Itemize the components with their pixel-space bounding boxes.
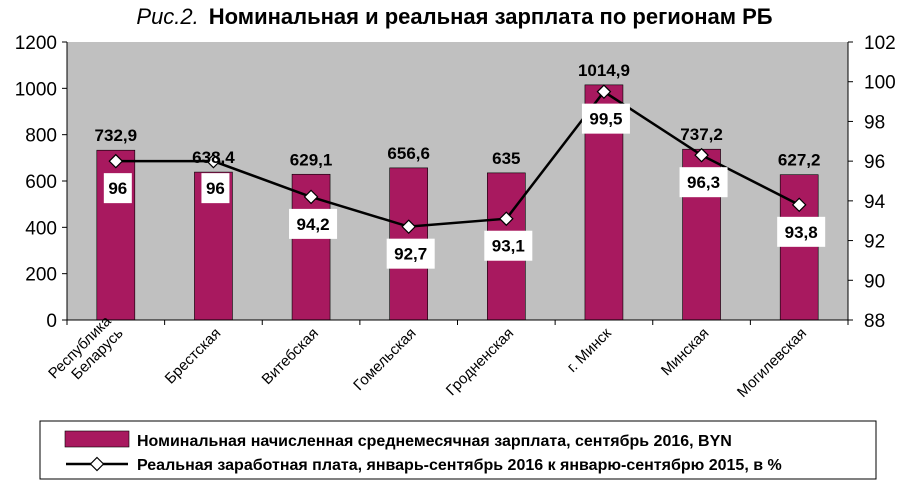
line-marker [596,84,612,99]
line-value-label: 96 [206,179,225,198]
line-marker [694,147,709,163]
legend-swatch-bar [64,430,130,448]
line-marker [108,153,124,169]
line-series [115,89,800,228]
legend-marker-line [89,456,105,472]
y-left-tick-label: 1000 [15,79,57,100]
line-value-label: 93,1 [492,237,525,256]
line-value-label-box [484,230,533,261]
y-left-tick-label: 600 [25,172,57,193]
bar-value-label: 737,2 [680,125,723,144]
x-tick-label: Брестская [162,325,225,388]
line-value-label: 93,8 [785,223,818,242]
figure-label: Рис.2. [136,4,199,29]
legend-label-line: Реальная заработная плата, январь-сентяб… [137,457,782,474]
x-tick-label: РеспубликаБеларусь [45,312,127,394]
line-value-label: 99,5 [589,110,622,129]
line-value-label-box [581,103,630,134]
line-value-label: 94,2 [297,215,330,234]
line-marker [791,197,807,213]
y-right-tick-label: 102 [864,33,896,54]
line-marker [303,189,319,205]
x-tick-label: Гомельская [350,325,419,394]
y-right-tick-label: 94 [864,192,886,213]
line-value-label-box [201,173,230,204]
x-tick-label: Могилевская [734,325,810,401]
line-marker [498,211,514,227]
legend-label-bar: Номинальная начисленная среднемесячная з… [137,433,732,450]
y-right-tick-label: 100 [864,73,896,94]
y-left-tick-label: 1200 [15,33,57,54]
bar [779,174,819,321]
bar-value-label: 627,2 [778,151,821,170]
plot-area [67,42,848,320]
line-value-label: 96,3 [687,173,720,192]
y-right-tick-label: 96 [864,152,885,173]
y-right-tick-label: 90 [864,271,885,292]
y-left-tick-label: 0 [46,311,57,332]
legend-box [39,420,877,480]
line-value-label-box [103,173,132,204]
chart-title-text: Номинальная и реальная зарплата по регио… [208,4,773,29]
y-right-tick-label: 88 [864,311,885,332]
y-left-tick-label: 800 [25,126,57,147]
bar-value-label: 1014,9 [578,61,630,80]
bar-value-label: 732,9 [95,126,138,145]
line-value-label: 92,7 [394,245,427,264]
bar-value-label: 629,1 [290,150,333,169]
x-tick-label: Минская [658,325,712,379]
line-value-label-box [289,208,338,239]
y-right-tick-label: 92 [864,232,885,253]
y-right-tick-label: 98 [864,112,885,133]
line-value-label-box [386,238,435,269]
y-left-tick-label: 400 [25,218,57,239]
chart-title: Рис.2. Номинальная и реальная зарплата по… [0,4,909,30]
line-value-label-box [777,216,826,247]
legend: Номинальная начисленная среднемесячная з… [39,420,877,480]
x-tick-label: Гродненская [443,325,517,399]
line-value-label-box [679,167,728,198]
x-tick-label: Витебская [259,325,322,388]
bar-value-label: 635 [492,149,520,168]
line-marker [206,153,221,169]
y-left-tick-label: 200 [25,265,57,286]
bar-value-label: 638,4 [192,148,235,167]
line-value-label: 96 [108,179,127,198]
bar-value-label: 656,6 [387,144,430,163]
line-marker [401,219,417,235]
x-tick-label: г. Минск [564,325,615,376]
